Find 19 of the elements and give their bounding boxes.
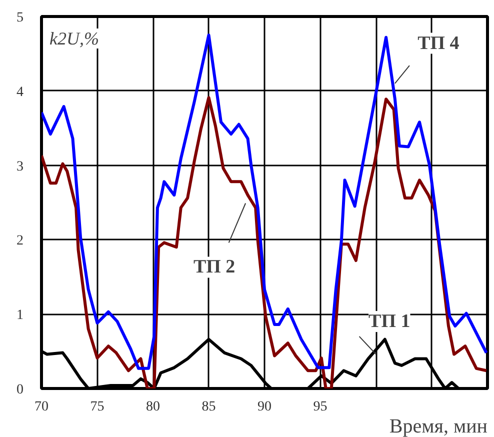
series-label: ТП 2 [193,256,236,278]
y-tick-label: 1 [16,308,24,324]
x-tick-label: 90 [258,400,272,414]
y-tick-label: 4 [16,84,24,100]
x-axis-title: Время, мин [389,416,488,437]
x-tick-label: 75 [90,400,104,414]
line-series [42,34,488,370]
series-label: ТП 1 [368,311,410,332]
x-tick-label: 70 [34,400,48,414]
series-label: ТП 4 [418,32,460,54]
line-series [42,96,488,388]
y-tick-label: 2 [16,234,24,249]
y-tick-label: 0 [16,382,24,398]
x-tick-label: 85 [202,400,216,414]
y-tick-label: 5 [16,10,24,26]
y-tick-label: 3 [16,159,24,174]
x-tick-label: 95 [313,400,328,414]
y-axis-title: k2U,% [50,28,99,48]
x-tick-label: 80 [146,400,160,414]
